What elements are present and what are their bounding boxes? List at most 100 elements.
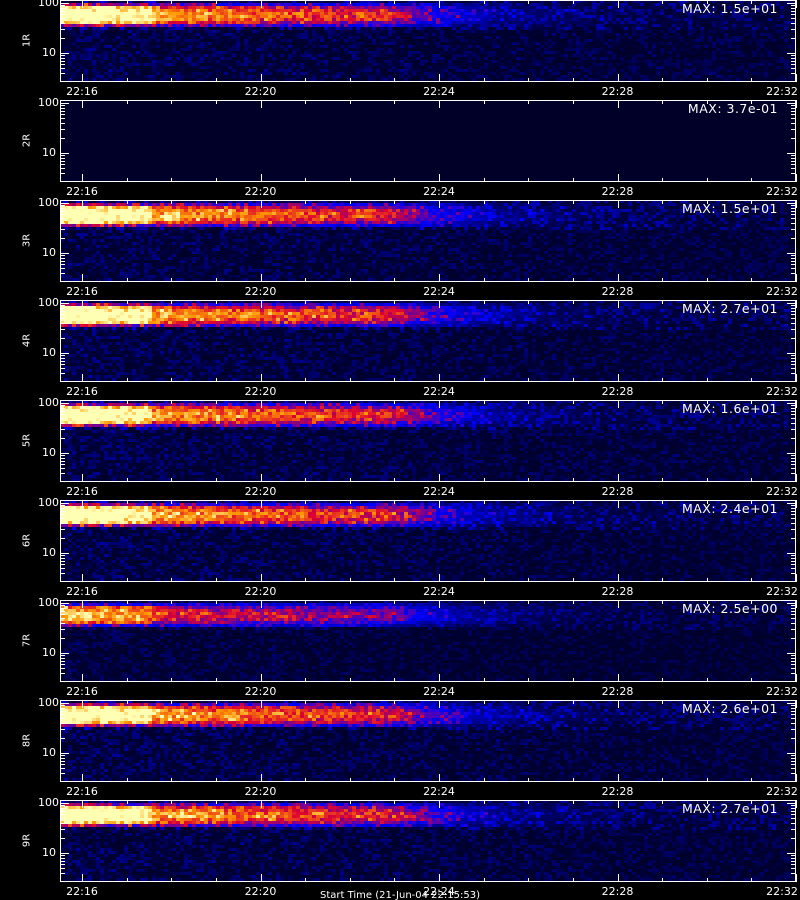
y-minor-tick [791, 255, 796, 257]
y-minor-tick [60, 22, 65, 24]
x-tick [796, 700, 797, 708]
x-tick [349, 800, 351, 804]
y-major-tick [787, 53, 796, 54]
x-tick [617, 300, 619, 308]
y-minor-tick [60, 64, 65, 66]
y-major-tick [787, 253, 796, 254]
y-minor-tick [791, 137, 796, 139]
y-major-tick [60, 53, 69, 54]
y-major-tick [787, 503, 796, 504]
x-tick [528, 600, 530, 604]
x-tick [483, 0, 485, 4]
y-minor-tick [791, 229, 796, 231]
x-tick-label: 22:28 [601, 885, 634, 898]
y-minor-tick [60, 18, 65, 20]
y-major-tick [787, 353, 796, 354]
x-tick [126, 300, 128, 304]
x-tick [215, 200, 217, 204]
x-tick [483, 78, 485, 82]
x-tick [706, 678, 708, 682]
y-minor-tick [60, 657, 65, 659]
y-minor-tick [791, 737, 796, 739]
y-minor-tick [60, 172, 65, 174]
x-tick [439, 500, 440, 508]
x-tick [572, 478, 574, 482]
x-tick [305, 400, 307, 404]
x-tick [260, 374, 262, 382]
y-minor-tick [791, 318, 796, 320]
x-tick [126, 78, 128, 82]
y-minor-tick [60, 57, 65, 59]
x-tick-label: 22:28 [601, 785, 634, 798]
x-tick [260, 700, 262, 708]
y-minor-tick [60, 529, 65, 531]
x-tick [126, 278, 128, 282]
heatmap-image [60, 700, 796, 781]
y-major-tick [60, 503, 69, 504]
y-major-tick [60, 153, 69, 154]
y-minor-tick [60, 818, 65, 820]
y-minor-tick [791, 368, 796, 370]
x-tick [394, 278, 396, 282]
y-tick-label: 100 [38, 0, 59, 9]
y-minor-tick [60, 507, 65, 509]
x-tick-label: 22:20 [244, 285, 277, 298]
x-tick [483, 700, 485, 704]
x-tick [439, 74, 440, 82]
y-minor-tick [60, 205, 65, 207]
y-minor-tick [791, 360, 796, 362]
y-minor-tick [60, 237, 65, 239]
spectrogram-panel-8R: 100 10 8R 22:16 22:20 22:24 22:28 22:32 MAX: 2.6… [0, 696, 800, 800]
y-minor-tick [791, 268, 796, 270]
y-minor-tick [60, 60, 65, 62]
y-minor-tick [791, 160, 796, 162]
y-minor-tick [60, 7, 65, 9]
y-axis-label: 6R [21, 533, 33, 547]
x-tick [528, 500, 530, 504]
y-tick-label: 10 [42, 646, 56, 659]
y-minor-tick [60, 514, 65, 516]
x-tick-label: 22:20 [244, 685, 277, 698]
x-tick [483, 678, 485, 682]
y-minor-tick [791, 418, 796, 420]
spectrogram-panel-9R: 100 10 9R 22:16 22:20 22:24 22:28 22:32 MAX: 2.7… [0, 796, 800, 900]
max-value-label: MAX: 2.7e+01 [681, 801, 778, 816]
x-tick [572, 78, 574, 82]
y-minor-tick [791, 14, 796, 16]
y-minor-tick [60, 105, 65, 107]
x-tick [617, 274, 619, 282]
x-tick [126, 200, 128, 204]
x-tick [171, 500, 173, 504]
y-tick-label: 10 [42, 746, 56, 759]
max-value-label: MAX: 2.4e+01 [681, 501, 778, 516]
y-minor-tick [60, 260, 65, 262]
y-minor-tick [60, 872, 65, 874]
x-tick [82, 874, 83, 882]
x-tick [528, 0, 530, 4]
x-tick [572, 500, 574, 504]
y-minor-tick [60, 537, 65, 539]
x-tick [751, 378, 753, 382]
x-tick [126, 878, 128, 882]
y-tick-label: 10 [42, 846, 56, 859]
x-tick [572, 600, 574, 604]
x-tick [572, 278, 574, 282]
x-tick [171, 178, 173, 182]
x-tick [82, 800, 83, 808]
y-minor-tick [791, 868, 796, 870]
heatmap-image [60, 100, 796, 181]
heatmap-image [60, 800, 796, 881]
spectrogram-panel-4R: 100 10 4R 22:16 22:20 22:24 22:28 22:32 MAX: 2.7… [0, 296, 800, 400]
x-tick [260, 500, 262, 508]
y-minor-tick [60, 422, 65, 424]
x-tick [617, 874, 619, 882]
y-minor-tick [60, 707, 65, 709]
y-tick-label: 10 [42, 446, 56, 459]
x-tick [126, 0, 128, 4]
y-minor-tick [791, 322, 796, 324]
x-tick [617, 100, 619, 108]
y-major-tick [787, 3, 796, 4]
y-minor-tick [60, 272, 65, 274]
x-tick [572, 800, 574, 804]
x-tick [171, 778, 173, 782]
